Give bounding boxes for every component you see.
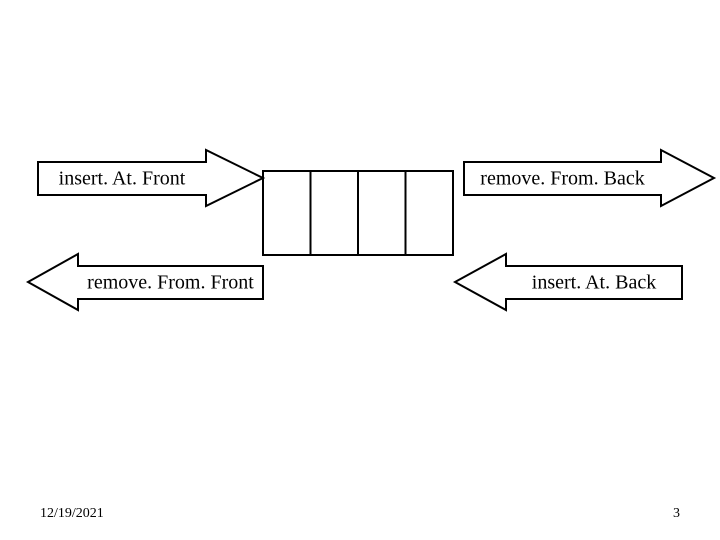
deque-cell (406, 171, 454, 255)
deque-cell (311, 171, 359, 255)
footer: 12/19/2021 3 (40, 506, 680, 522)
deque-diagram: insert. At. Front remove. From. Back remov… (0, 0, 720, 540)
footer-date: 12/19/2021 (40, 506, 104, 522)
deque-cell (358, 171, 406, 255)
insert-at-back-label: insert. At. Back (532, 272, 656, 294)
footer-page: 3 (673, 506, 680, 522)
remove-from-back-label: remove. From. Back (480, 168, 644, 190)
deque-cell (263, 171, 311, 255)
remove-from-front-label: remove. From. Front (87, 272, 254, 294)
insert-at-front-label: insert. At. Front (59, 168, 186, 190)
